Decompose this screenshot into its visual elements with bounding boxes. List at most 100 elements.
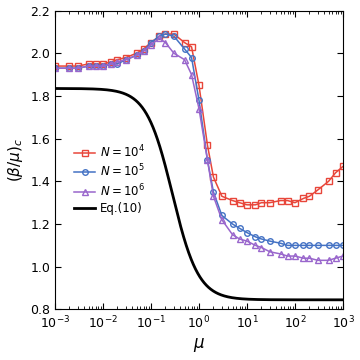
$N=10^5$ — [53, 66, 57, 70]
$N=10^5$ — [163, 32, 168, 36]
$N=10^4$ — [149, 40, 153, 45]
$N=10^5$ — [341, 243, 345, 248]
$N=10^5$ — [253, 235, 258, 239]
$N=10^4$ — [230, 198, 235, 203]
$N=10^4$ — [101, 62, 105, 66]
$N=10^5$ — [93, 64, 98, 68]
$N=10^6$ — [237, 237, 242, 241]
$N=10^6$ — [301, 256, 306, 260]
$N=10^5$ — [197, 98, 201, 102]
$N=10^4$ — [293, 201, 297, 205]
$N=10^4$ — [278, 198, 283, 203]
$N=10^4$ — [205, 143, 210, 147]
$N=10^5$ — [301, 243, 306, 248]
$N=10^5$ — [101, 64, 105, 68]
$N=10^4$ — [220, 194, 224, 198]
Line: $N=10^6$: $N=10^6$ — [52, 36, 346, 263]
$N=10^5$ — [183, 47, 187, 51]
$N=10^6$ — [293, 254, 297, 258]
$N=10^4$ — [333, 171, 338, 175]
$N=10^4$ — [93, 62, 98, 66]
$N=10^4$ — [211, 175, 216, 179]
$N=10^4$ — [268, 201, 272, 205]
$N=10^5$ — [189, 55, 194, 60]
Line: $N=10^5$: $N=10^5$ — [52, 31, 346, 248]
Line: $N=10^4$: $N=10^4$ — [52, 31, 346, 208]
$N=10^5$ — [245, 230, 249, 235]
$N=10^6$ — [197, 107, 201, 111]
$N=10^4$ — [76, 64, 80, 68]
$N=10^4$ — [157, 34, 162, 38]
$N=10^5$ — [211, 190, 216, 194]
$N=10^5$ — [333, 243, 338, 248]
Eq.(10) — [53, 86, 57, 91]
$N=10^5$ — [259, 237, 264, 241]
Eq.(10) — [228, 295, 232, 300]
$N=10^6$ — [285, 254, 290, 258]
$N=10^6$ — [76, 66, 80, 70]
$N=10^4$ — [163, 32, 168, 36]
$N=10^5$ — [86, 64, 91, 68]
$N=10^4$ — [285, 198, 290, 203]
$N=10^5$ — [230, 222, 235, 226]
$N=10^4$ — [301, 196, 306, 201]
$N=10^6$ — [53, 66, 57, 70]
$N=10^4$ — [307, 194, 312, 198]
$N=10^6$ — [134, 53, 139, 58]
$N=10^5$ — [67, 66, 72, 70]
$N=10^6$ — [172, 51, 176, 55]
$N=10^5$ — [285, 243, 290, 248]
$N=10^6$ — [149, 42, 153, 47]
$N=10^5$ — [157, 34, 162, 38]
$N=10^6$ — [316, 258, 320, 262]
Y-axis label: $(\beta/\mu)_c$: $(\beta/\mu)_c$ — [5, 138, 24, 182]
$N=10^6$ — [278, 252, 283, 256]
$N=10^4$ — [245, 203, 249, 207]
$N=10^6$ — [341, 254, 345, 258]
$N=10^6$ — [230, 233, 235, 237]
$N=10^6$ — [307, 256, 312, 260]
$N=10^6$ — [115, 60, 120, 64]
$N=10^4$ — [197, 83, 201, 87]
$N=10^4$ — [109, 60, 114, 64]
$N=10^5$ — [134, 53, 139, 58]
$N=10^6$ — [93, 64, 98, 68]
$N=10^4$ — [341, 164, 345, 168]
$N=10^4$ — [115, 58, 120, 62]
$N=10^6$ — [157, 36, 162, 40]
$N=10^6$ — [141, 49, 146, 53]
$N=10^6$ — [109, 62, 114, 66]
Legend: $N=10^4$, $N=10^5$, $N=10^6$, Eq.(10): $N=10^4$, $N=10^5$, $N=10^6$, Eq.(10) — [69, 139, 150, 220]
$N=10^4$ — [183, 40, 187, 45]
$N=10^6$ — [163, 40, 168, 45]
$N=10^5$ — [278, 241, 283, 246]
$N=10^6$ — [183, 58, 187, 62]
$N=10^5$ — [149, 40, 153, 45]
$N=10^5$ — [316, 243, 320, 248]
$N=10^5$ — [268, 239, 272, 243]
$N=10^6$ — [189, 72, 194, 77]
$N=10^6$ — [205, 158, 210, 162]
$N=10^6$ — [259, 246, 264, 250]
$N=10^5$ — [141, 49, 146, 53]
$N=10^5$ — [205, 158, 210, 162]
$N=10^5$ — [109, 62, 114, 66]
$N=10^5$ — [115, 62, 120, 66]
Eq.(10) — [271, 298, 276, 302]
$N=10^4$ — [86, 62, 91, 66]
$N=10^4$ — [134, 51, 139, 55]
$N=10^4$ — [53, 64, 57, 68]
$N=10^6$ — [327, 258, 331, 262]
$N=10^5$ — [307, 243, 312, 248]
$N=10^5$ — [76, 66, 80, 70]
Eq.(10) — [341, 298, 345, 302]
$N=10^6$ — [101, 64, 105, 68]
$N=10^6$ — [333, 256, 338, 260]
Eq.(10) — [220, 293, 224, 297]
$N=10^4$ — [327, 179, 331, 184]
$N=10^4$ — [259, 201, 264, 205]
$N=10^5$ — [124, 58, 128, 62]
$N=10^6$ — [268, 249, 272, 254]
$N=10^6$ — [211, 194, 216, 198]
$N=10^6$ — [220, 217, 224, 222]
